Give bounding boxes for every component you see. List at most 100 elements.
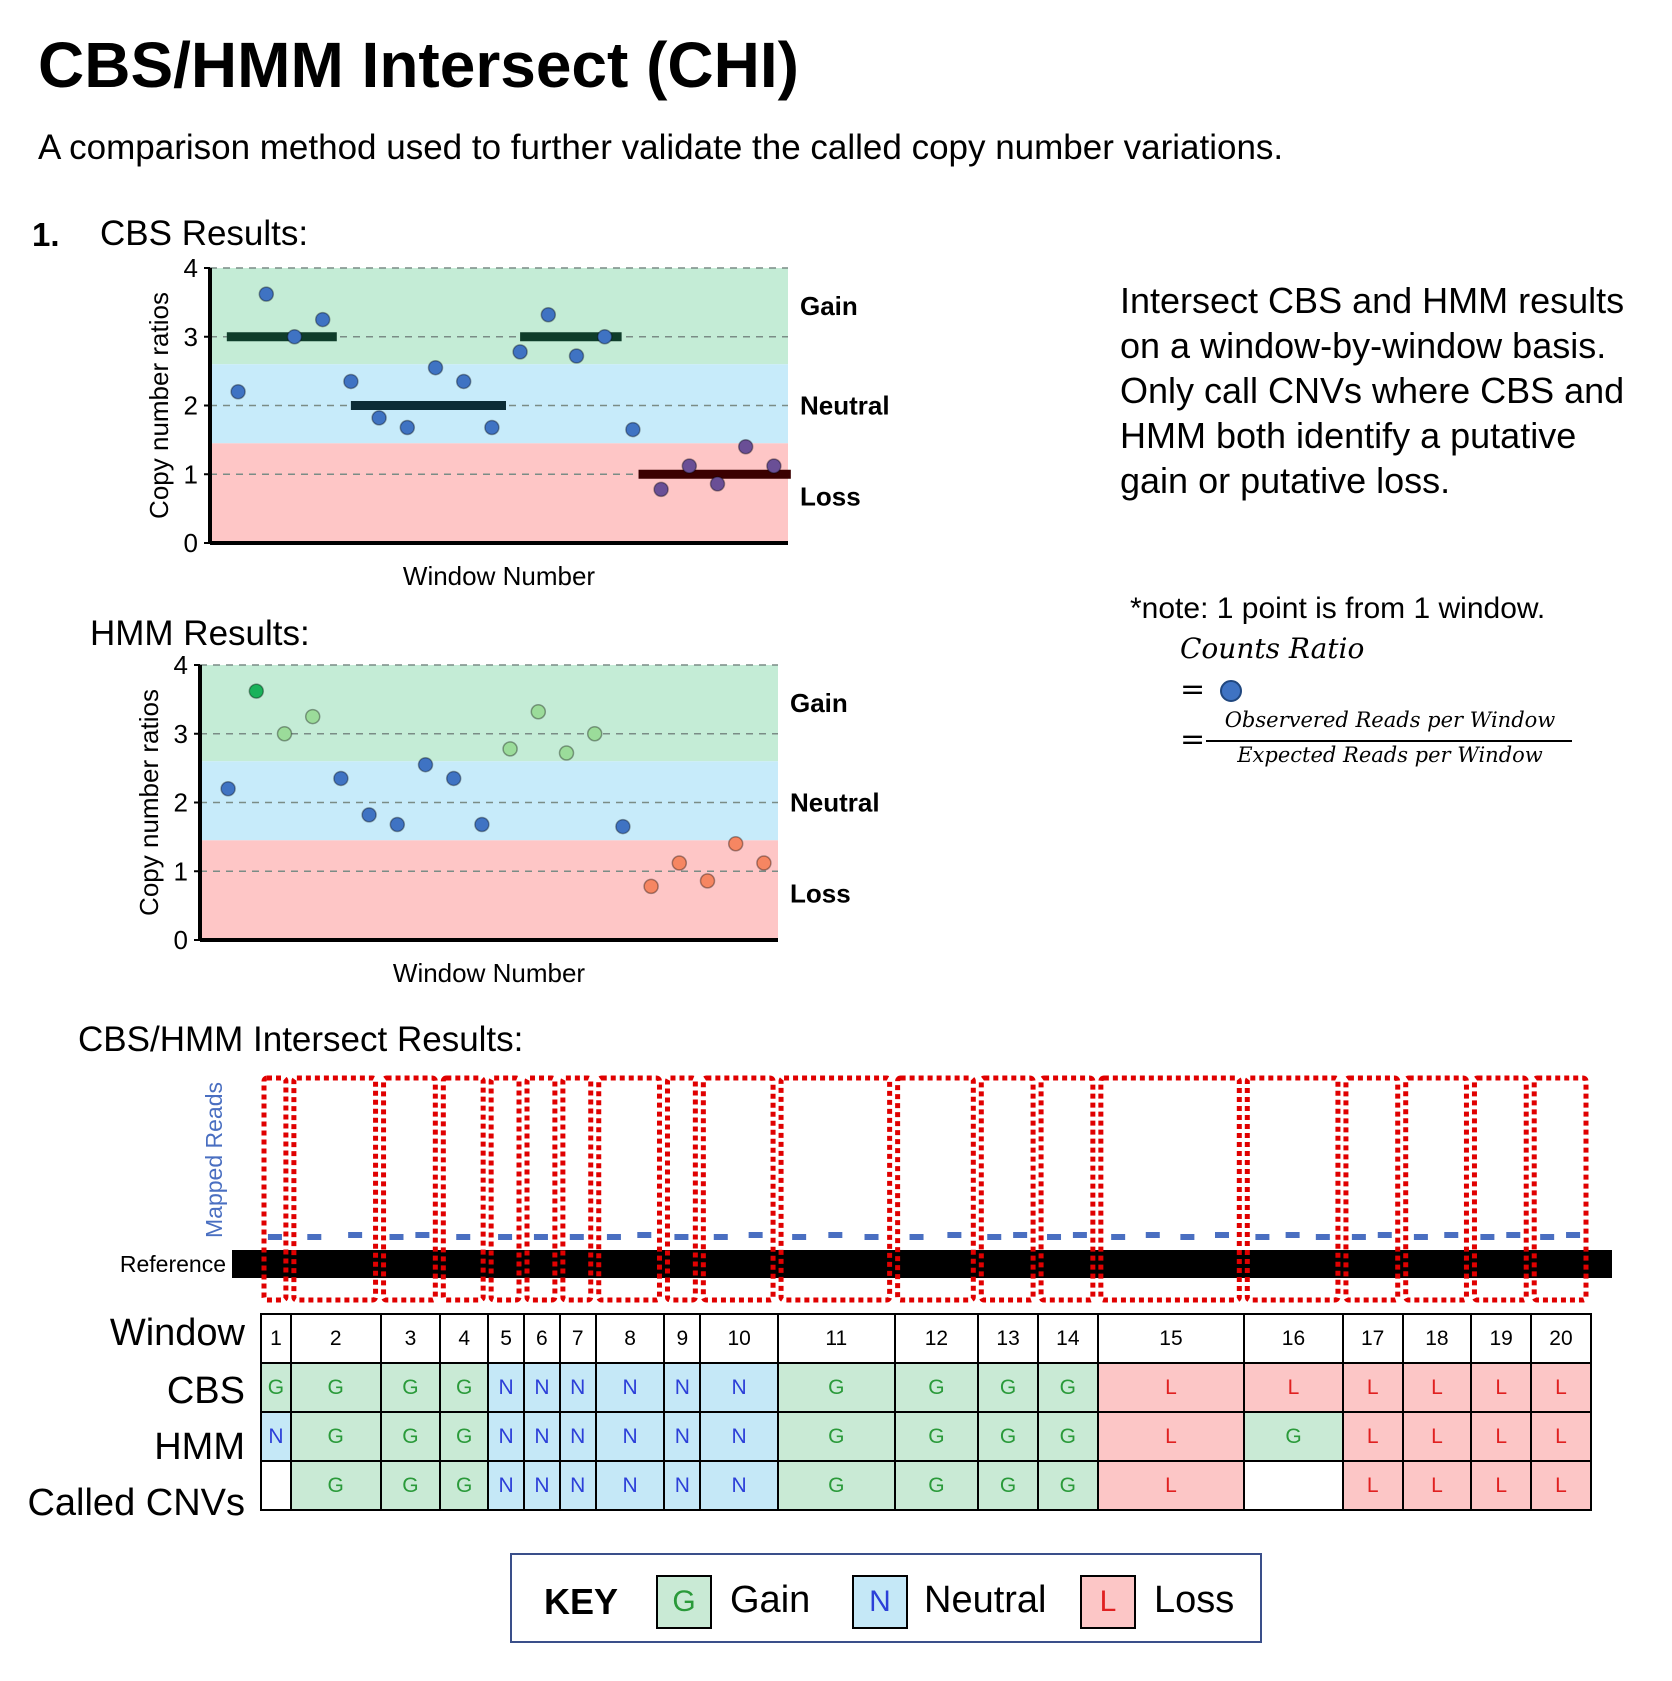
called-cnvs-row-cell: G <box>776 1460 896 1511</box>
mapped-read <box>1214 1232 1229 1238</box>
mapped-read <box>498 1234 513 1240</box>
data-point <box>286 329 303 345</box>
mapped-read <box>909 1234 924 1240</box>
window-row-cell: 14 <box>1036 1313 1099 1364</box>
called-cnvs-row-cell: L <box>1530 1460 1592 1511</box>
window-row-cell: 18 <box>1401 1313 1473 1364</box>
gain-zone <box>200 665 778 762</box>
step-number: 1. <box>32 216 60 253</box>
window-row-cell: 15 <box>1096 1313 1246 1364</box>
mapped-read <box>389 1234 404 1240</box>
hmm-row-cell: L <box>1530 1411 1592 1462</box>
key-gain-box: G <box>656 1575 712 1629</box>
window-call-box <box>488 1075 522 1303</box>
cbs-row-cell: G <box>379 1362 442 1413</box>
window-row-cell: 2 <box>289 1313 382 1364</box>
zone-label-gain: Gain <box>800 291 858 321</box>
mapped-read <box>828 1232 843 1238</box>
hmm-row-cell: N <box>487 1411 525 1462</box>
data-point <box>276 726 293 742</box>
y-axis-label: Copy number ratios <box>134 689 164 916</box>
window-row-cell: 5 <box>487 1313 525 1364</box>
hmm-row-cell: G <box>439 1411 490 1462</box>
hmm-section-title: HMM Results: <box>90 614 310 653</box>
window-call-box <box>291 1075 379 1303</box>
called-cnvs-row-cell: N <box>558 1460 597 1511</box>
note-text: *note: 1 point is from 1 window. <box>1130 592 1546 625</box>
cbs-row-cell: L <box>1470 1362 1533 1413</box>
hmm-row-cell: N <box>260 1411 292 1462</box>
window-row: 1 2 3 4 5 6 7 8 9 10 11 12 13 14 15 16 17 18 19 20 <box>260 1313 1592 1364</box>
reference-label: Reference <box>120 1251 226 1277</box>
window-row-cell: 20 <box>1530 1313 1592 1364</box>
key-legend: KEY G Gain N Neutral L Loss <box>510 1553 1262 1643</box>
mapped-read <box>1413 1234 1428 1240</box>
mapped-read <box>606 1234 621 1240</box>
called-cnvs-row-cell: N <box>594 1460 666 1511</box>
mapped-read <box>1013 1232 1028 1238</box>
window-call-box <box>778 1075 893 1303</box>
data-point <box>484 419 500 436</box>
data-point <box>258 286 275 302</box>
cbs-row-cell: L <box>1243 1362 1344 1413</box>
called-cnvs-row-cell: L <box>1470 1460 1533 1511</box>
cbs-row-cell: N <box>558 1362 597 1413</box>
mapped-read <box>1180 1234 1195 1240</box>
mapped-reads-axis-label: Mapped Reads <box>201 1082 227 1238</box>
data-point <box>699 873 716 889</box>
window-call-box <box>1038 1075 1096 1303</box>
mapped-read <box>1566 1232 1581 1238</box>
intersect-grid: 1 2 3 4 5 6 7 8 9 10 11 12 13 14 15 16 17 18 19 20 G G G G N N N N N… <box>260 1313 1592 1511</box>
called-cnvs-row-cell: N <box>487 1460 525 1511</box>
cbs-row-cell: N <box>699 1362 779 1413</box>
data-point <box>417 756 434 773</box>
called-cnvs-row-cell: L <box>1401 1460 1473 1511</box>
window-call-box <box>1471 1075 1529 1303</box>
window-call-box <box>664 1075 698 1303</box>
mapped-read <box>1285 1232 1300 1238</box>
window-row-cell: 13 <box>977 1313 1039 1364</box>
cbs-scatter-chart: 0 1 2 3 4 Gain Neutral Loss Window Number Copy nu… <box>144 258 890 591</box>
y-tick-label: 2 <box>184 391 198 421</box>
data-point <box>220 781 236 797</box>
row-label-hmm: HMM <box>154 1426 245 1468</box>
called-cnvs-row-cell: G <box>379 1460 442 1511</box>
hmm-row-cell: N <box>522 1411 561 1462</box>
cbs-row-cell: G <box>1036 1362 1099 1413</box>
mapped-read <box>1111 1234 1126 1240</box>
called-cnvs-row-cell: L <box>1341 1460 1404 1511</box>
data-point <box>230 384 246 400</box>
mapped-read <box>1047 1234 1062 1240</box>
window-call-box <box>261 1075 289 1303</box>
data-point <box>615 818 631 835</box>
mapped-read <box>415 1232 430 1238</box>
window-call-box <box>1403 1075 1469 1303</box>
called-cnvs-row-cell <box>260 1460 292 1511</box>
window-row-cell: 12 <box>893 1313 980 1364</box>
data-point <box>530 704 547 720</box>
key-gain-label: Gain <box>730 1579 811 1621</box>
reference-bar <box>232 1250 1612 1278</box>
called-cnvs-row-cell: N <box>663 1460 702 1511</box>
data-point <box>653 481 669 498</box>
cbs-row-cell: G <box>977 1362 1039 1413</box>
gain-zone <box>210 268 788 365</box>
mapped-read <box>674 1234 689 1240</box>
mapped-reads-track: Reference Mapped Reads <box>120 1075 1612 1303</box>
window-row-cell: 6 <box>522 1313 561 1364</box>
data-point <box>727 836 744 852</box>
x-axis-label: Window Number <box>403 561 596 591</box>
mapped-read <box>1315 1234 1330 1240</box>
window-row-cell: 4 <box>439 1313 490 1364</box>
cbs-row-cell: N <box>522 1362 561 1413</box>
called-cnvs-row-cell: G <box>977 1460 1039 1511</box>
window-row-cell: 7 <box>558 1313 597 1364</box>
hmm-row-cell: N <box>558 1411 597 1462</box>
mapped-read <box>267 1234 282 1240</box>
cbs-row-cell: G <box>893 1362 980 1413</box>
data-point <box>343 373 359 390</box>
data-point <box>737 439 754 455</box>
data-point <box>445 770 462 787</box>
data-point <box>399 419 416 436</box>
